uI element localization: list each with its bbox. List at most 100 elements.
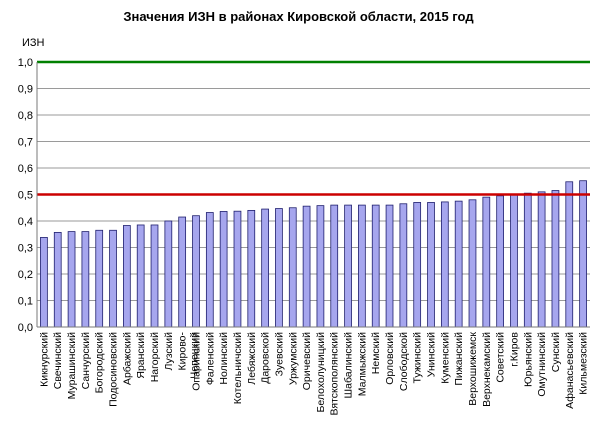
x-tick-label: Даровской [260,332,272,384]
x-tick-label: Вятскополянский [329,332,341,416]
x-tick-label: Опаринский [190,332,202,391]
x-tick-label: Чепецкий [189,332,201,379]
x-tick-label: Фаленский [204,332,216,385]
bar [385,204,394,328]
bar [247,209,256,328]
bar [192,215,200,328]
x-tick-label: Подосиновский [108,332,120,407]
bar [344,204,352,328]
bar [275,208,283,328]
x-tick-label: Малмыжский [356,332,368,396]
bar [565,181,574,328]
bar [219,211,228,328]
y-tick-label: 0,7 [18,137,33,149]
x-tick-label: Нагорский [149,332,161,382]
bar [482,196,491,328]
y-tick-label: 0,9 [18,84,33,96]
x-tick-label: Пижанский [453,332,465,386]
x-tick-label: Немский [370,332,382,374]
bar [358,204,366,328]
x-tick-label: Зуевский [273,332,285,376]
x-tick-label: Лебяжский [246,332,258,385]
bar [67,231,76,328]
bar [496,195,504,328]
x-tick-label: Богородский [94,332,106,393]
x-tick-label: Оричевский [301,332,313,390]
bar [316,205,325,328]
x-tick-label: Белохолуницкий [315,332,327,413]
bar [178,216,187,328]
x-tick-label: Омутнинский [536,332,548,397]
x-tick-label: Котельничский [232,332,244,404]
y-tick-label: 0,3 [18,243,33,255]
bar [288,207,297,328]
y-axis-label: ИЗН [22,37,45,49]
x-tick-label: Советский [495,332,507,383]
y-tick-label: 0,4 [18,216,33,228]
bar [579,180,587,328]
bar [164,220,173,328]
y-tick-labels: 0,0 0,1 0,2 0,3 0,4 0,5 0,6 0,7 0,8 0,9 1,0 [18,57,33,334]
bar [95,229,104,328]
x-tick-label: Куменский [439,332,451,384]
x-tick-label: Кикнурский [38,332,50,387]
x-tick-label: Нолинский [218,332,230,385]
x-tick-label: Верхнекамский [481,332,493,407]
bar [302,205,311,328]
y-tick-label: 0,0 [18,322,33,334]
x-tick-label: г.Киров [508,332,520,367]
bar [413,202,422,328]
x-tick-label: Санчурский [80,332,92,389]
y-tick-label: 1,0 [18,57,33,69]
x-tick-label: Орловский [384,332,396,385]
x-tick-label: Тужинский [412,332,424,384]
bar [510,194,518,328]
bar [81,231,90,328]
x-tick-label: Кильмезский [578,332,590,395]
x-tick-label: Кирово- [177,332,189,371]
x-tick-label: Сунский [550,332,562,372]
bars [40,180,587,328]
bar [371,204,380,328]
bar [440,201,449,328]
bar [551,190,560,328]
y-tick-label: 0,2 [18,269,33,281]
bar [454,200,463,328]
y-tick-label: 0,1 [18,296,33,308]
reference-lines [37,60,590,196]
bar [261,208,269,328]
bar [468,199,477,328]
bar [233,210,242,328]
x-tick-label: Слободской [398,332,410,391]
bar [427,202,435,328]
chart-title: Значения ИЗН в районах Кировской области… [123,9,474,24]
bar [205,212,214,328]
x-tick-label: Арбажский [121,332,133,385]
bar [109,229,117,328]
y-tick-label: 0,5 [18,190,33,202]
bar [537,191,546,328]
x-tick-label: Юрьянский [522,332,534,387]
bar [40,237,48,328]
bar [330,204,339,328]
x-tick-labels: Кикнурский Свечинский Мурашинский Санчурски… [38,332,589,416]
x-tick-label: Уржумский [287,332,299,385]
x-tick-label: Унинский [426,332,438,377]
axes [36,62,590,328]
bar [136,224,145,328]
bar [399,203,408,328]
x-tick-label: Свечинский [52,332,64,389]
y-tick-label: 0,8 [18,110,33,122]
bar [123,225,131,328]
bar [523,192,532,328]
x-tick-label: Яранский [135,332,147,379]
bar [53,231,62,328]
x-tick-label: Мурашинский [66,332,78,399]
x-tick-label: Верхошижемск [467,332,479,406]
x-tick-label: Афанасьевский [564,332,576,409]
x-tick-label: Лузский [163,332,175,371]
x-tick-label: Шабалинский [343,332,355,399]
y-tick-label: 0,6 [18,163,33,175]
bar [150,224,159,328]
